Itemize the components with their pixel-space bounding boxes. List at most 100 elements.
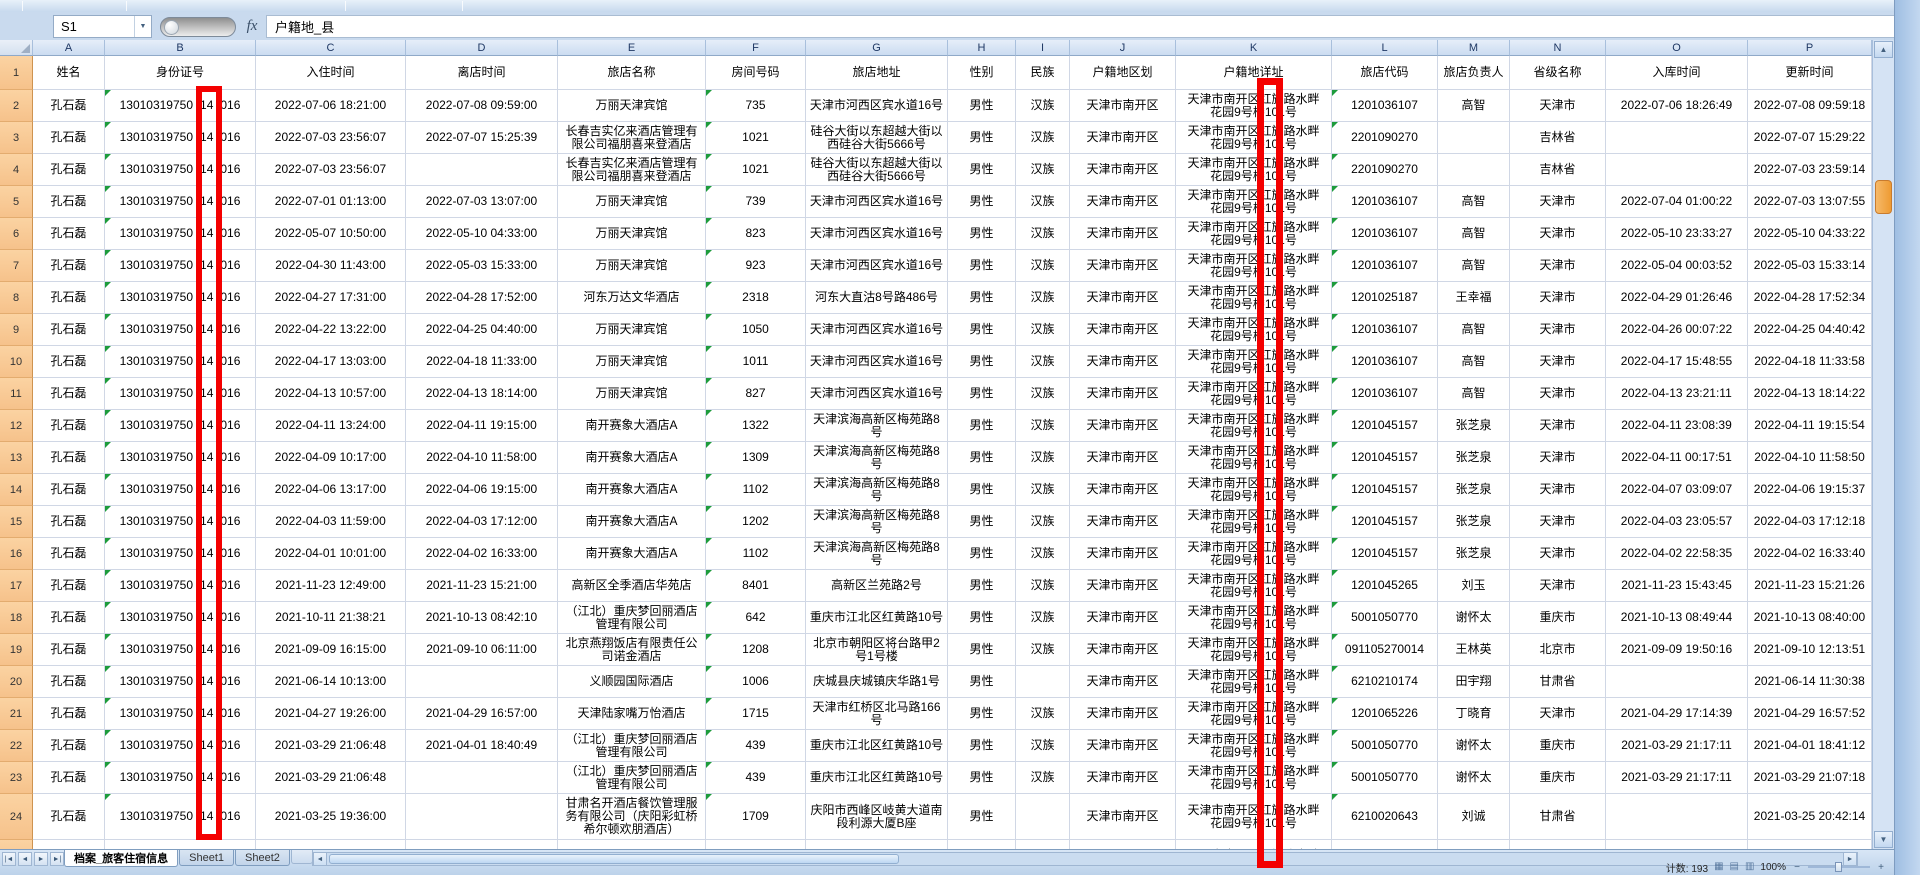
cell[interactable]: 1201065226	[1332, 698, 1438, 730]
cell[interactable]: 天津市南开区	[1070, 634, 1176, 666]
field-header-cell[interactable]: 旅店地址	[806, 56, 948, 90]
cell[interactable]	[706, 840, 806, 849]
cell[interactable]: 439	[706, 730, 806, 762]
cell[interactable]: 甘肃省	[1510, 666, 1606, 698]
cell[interactable]: 1201036107	[1332, 314, 1438, 346]
cell[interactable]	[1438, 840, 1510, 849]
row-header-24[interactable]: 24	[0, 794, 33, 840]
cell[interactable]: 1006	[706, 666, 806, 698]
vertical-scrollbar[interactable]: ▲ ▼	[1872, 40, 1894, 849]
row-header-7[interactable]: 7	[0, 250, 33, 282]
cell[interactable]: 汉族	[1016, 634, 1070, 666]
cell[interactable]: 汉族	[1016, 538, 1070, 570]
scroll-left-icon[interactable]: ◄	[313, 853, 327, 865]
cell[interactable]: 孔石磊	[33, 762, 105, 794]
cell[interactable]: 439	[706, 762, 806, 794]
cell[interactable]: 2022-04-27 17:31:00	[256, 282, 406, 314]
cell[interactable]: 2022-04-11 00:17:51	[1606, 442, 1748, 474]
cell[interactable]: 13010319750 14 016	[105, 282, 256, 314]
name-box[interactable]: S1 ▼	[53, 15, 152, 38]
cell[interactable]: 2022-07-03 23:59:14	[1748, 154, 1872, 186]
cell[interactable]: 南开赛象大酒店A	[558, 506, 706, 538]
cell[interactable]: 2021-10-13 08:40:00	[1748, 602, 1872, 634]
field-header-cell[interactable]: 房间号码	[706, 56, 806, 90]
cell[interactable]	[33, 840, 105, 849]
cell[interactable]: 天津市南开区红旗路水畔 花园9号楼101号	[1176, 154, 1332, 186]
cell[interactable]: 2021-11-23 15:21:26	[1748, 570, 1872, 602]
cell[interactable]: 天津市	[1510, 474, 1606, 506]
cell[interactable]: 天津市南开区红旗路水畔 花园9号楼101号	[1176, 666, 1332, 698]
cell[interactable]: 1011	[706, 346, 806, 378]
cell[interactable]: 天津市南开区	[1070, 730, 1176, 762]
column-header-K[interactable]: K	[1176, 40, 1332, 56]
cell[interactable]: 2022-07-01 01:13:00	[256, 186, 406, 218]
cell[interactable]: 天津市南开区红旗路水畔 花园9号楼101号	[1176, 218, 1332, 250]
column-header-A[interactable]: A	[33, 40, 105, 56]
cell[interactable]: 13010319750 14 016	[105, 570, 256, 602]
prev-sheet-button[interactable]: ◄	[18, 852, 32, 866]
cell[interactable]: 天津市南开区	[1070, 762, 1176, 794]
cell[interactable]: 13010319750 14 016	[105, 538, 256, 570]
row-header-11[interactable]: 11	[0, 378, 33, 410]
cell[interactable]: 天津市南开区红旗路水畔 花园9号楼101号	[1176, 378, 1332, 410]
cell[interactable]	[558, 840, 706, 849]
cell[interactable]: 天津市河西区宾水道16号	[806, 90, 948, 122]
field-header-cell[interactable]: 户籍地详址	[1176, 56, 1332, 90]
column-header-J[interactable]: J	[1070, 40, 1176, 56]
cell[interactable]: 吉林省	[1510, 154, 1606, 186]
cell[interactable]	[1016, 666, 1070, 698]
cell[interactable]	[948, 840, 1016, 849]
cell[interactable]: 汉族	[1016, 218, 1070, 250]
cell[interactable]: 6210020643	[1332, 794, 1438, 840]
cell[interactable]: 天津市南开区	[1070, 474, 1176, 506]
row-header-10[interactable]: 10	[0, 346, 33, 378]
column-header-L[interactable]: L	[1332, 40, 1438, 56]
cell[interactable]: 2022-04-13 18:14:22	[1748, 378, 1872, 410]
row-header-18[interactable]: 18	[0, 602, 33, 634]
cell[interactable]: 1021	[706, 154, 806, 186]
cell[interactable]: 1201036107	[1332, 250, 1438, 282]
cell[interactable]: 天津市南开区红旗路水畔 花园9号楼101号	[1176, 442, 1332, 474]
cell[interactable]: 天津市	[1510, 506, 1606, 538]
cell[interactable]	[1606, 840, 1748, 849]
cell[interactable]: 天津滨海高新区梅苑路8号	[806, 474, 948, 506]
cell[interactable]: 南开赛象大酒店A	[558, 474, 706, 506]
cell[interactable]: 天津市南开区	[1070, 250, 1176, 282]
cell[interactable]: 男性	[948, 794, 1016, 840]
cell[interactable]: 1201045157	[1332, 538, 1438, 570]
cell[interactable]: 2022-04-26 00:07:22	[1606, 314, 1748, 346]
cell[interactable]: 天津滨海高新区梅苑路8号	[806, 506, 948, 538]
cell[interactable]: 万丽天津宾馆	[558, 186, 706, 218]
cell[interactable]: 2021-11-23 15:21:00	[406, 570, 558, 602]
cell[interactable]: 827	[706, 378, 806, 410]
cell[interactable]: 张芝泉	[1438, 538, 1510, 570]
cell[interactable]: 1309	[706, 442, 806, 474]
cell[interactable]: 天津市南开区红旗路水畔 花园9号楼101号	[1176, 730, 1332, 762]
cell[interactable]: 2021-04-01 18:41:12	[1748, 730, 1872, 762]
cell[interactable]: 南开赛象大酒店A	[558, 442, 706, 474]
cell[interactable]: 2021-04-29 16:57:00	[406, 698, 558, 730]
cell[interactable]: 2201090270	[1332, 154, 1438, 186]
cell[interactable]: 2022-04-29 01:26:46	[1606, 282, 1748, 314]
cell[interactable]: 天津陆家嘴万怡酒店	[558, 698, 706, 730]
cell[interactable]: 2021-03-29 21:17:11	[1606, 730, 1748, 762]
cell[interactable]: 2022-04-11 13:24:00	[256, 410, 406, 442]
cell[interactable]: 2318	[706, 282, 806, 314]
cell[interactable]: 天津市南开区红旗路水畔 花园9号楼101号	[1176, 538, 1332, 570]
cell[interactable]: 13010319750 14 016	[105, 314, 256, 346]
cell[interactable]: 2022-05-07 10:50:00	[256, 218, 406, 250]
cell[interactable]: 1201045265	[1332, 570, 1438, 602]
cell[interactable]: 13010319750 14 016	[105, 378, 256, 410]
cell[interactable]: 1709	[706, 794, 806, 840]
cell[interactable]: 天津市南开区红旗路水畔 花园9号楼101号	[1176, 282, 1332, 314]
column-header-E[interactable]: E	[558, 40, 706, 56]
cell[interactable]: 1201036107	[1332, 218, 1438, 250]
cell[interactable]: 吉林省	[1510, 122, 1606, 154]
cell[interactable]: 汉族	[1016, 378, 1070, 410]
cell[interactable]: 642	[706, 602, 806, 634]
cell[interactable]: 13010319750 14 016	[105, 730, 256, 762]
cell[interactable]: 天津市红桥区北马路166号	[806, 698, 948, 730]
insert-function-icon[interactable]: fx	[246, 17, 258, 34]
column-header-I[interactable]: I	[1016, 40, 1070, 56]
cell[interactable]: 2022-07-08 09:59:18	[1748, 90, 1872, 122]
